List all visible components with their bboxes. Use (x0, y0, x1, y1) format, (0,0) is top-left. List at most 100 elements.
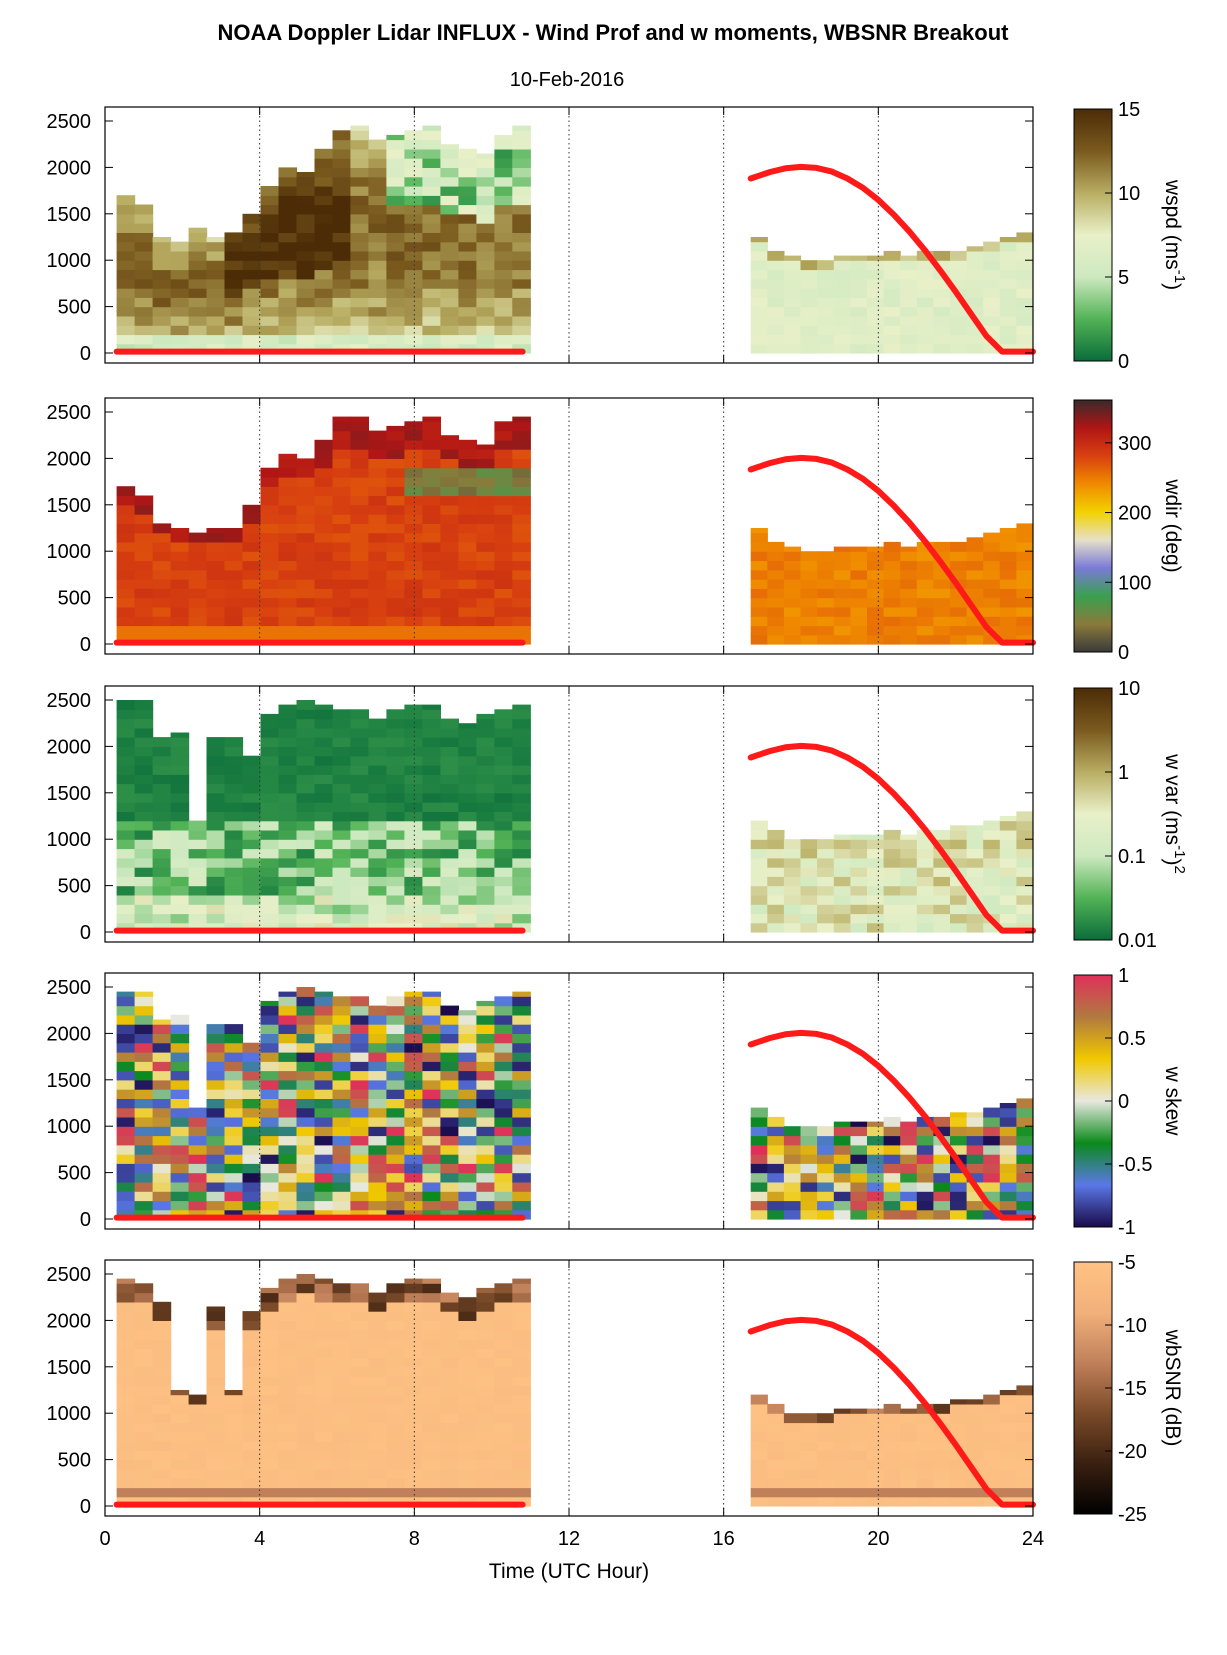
data-cell (999, 1390, 1017, 1396)
data-cell (900, 569, 918, 580)
data-cell (242, 848, 262, 859)
data-cell (999, 816, 1017, 822)
data-cell (314, 449, 334, 459)
data-cell (206, 269, 226, 280)
data-cell (134, 523, 154, 534)
data-cell (296, 1181, 316, 1192)
data-cell (494, 1154, 513, 1164)
data-cell (386, 774, 405, 785)
data-cell (296, 269, 316, 280)
data-cell (512, 495, 531, 506)
data-cell (476, 223, 495, 233)
data-cell (170, 306, 190, 317)
data-cell (296, 288, 316, 298)
data-cell (404, 1292, 423, 1303)
data-cell (867, 834, 885, 840)
data-cell (1016, 315, 1033, 326)
data-cell (368, 848, 387, 859)
data-cell (368, 439, 387, 450)
data-cell (900, 560, 918, 571)
data-cell (134, 551, 154, 562)
data-cell (134, 232, 154, 243)
data-cell (350, 1301, 369, 1312)
data-cell (422, 1033, 441, 1044)
data-cell (404, 1172, 423, 1183)
data-cell (783, 857, 802, 868)
data-cell (296, 532, 316, 543)
data-cell (476, 186, 495, 196)
data-cell (332, 551, 352, 562)
data-cell (314, 204, 334, 215)
data-cell (512, 1431, 531, 1442)
data-cell (422, 1278, 441, 1284)
data-cell (368, 1107, 387, 1118)
data-cell (332, 783, 352, 794)
data-cell (476, 486, 495, 497)
data-cell (916, 1144, 934, 1155)
data-cell (476, 1431, 495, 1442)
data-cell (916, 848, 934, 859)
data-cell (983, 839, 1001, 850)
data-cell (242, 1403, 262, 1414)
data-cell (332, 1329, 352, 1340)
data-cell (422, 1320, 441, 1331)
data-cell (404, 439, 423, 450)
data-cell (440, 1385, 459, 1396)
data-cell (750, 1200, 768, 1211)
data-cell (332, 867, 352, 877)
data-cell (260, 1052, 280, 1062)
red-curve (747, 1316, 1036, 1508)
data-cell (386, 820, 405, 831)
data-cell (134, 1441, 154, 1451)
data-cell (260, 1079, 280, 1090)
data-cell (783, 1209, 802, 1220)
data-cell (260, 1163, 280, 1174)
data-cell (916, 325, 934, 336)
data-cell (260, 1089, 280, 1099)
data-cell (800, 1126, 818, 1137)
data-cell (350, 467, 369, 478)
data-cell (350, 439, 369, 450)
data-cell (440, 606, 459, 617)
data-cell (278, 458, 298, 469)
data-cell (206, 1107, 226, 1118)
data-cell (332, 1394, 352, 1405)
data-cell (900, 579, 918, 589)
data-cell (494, 1116, 513, 1127)
data-cell (386, 625, 405, 636)
data-cell (350, 416, 369, 422)
data-cell (900, 1496, 918, 1507)
data-cell (350, 783, 369, 794)
data-cell (512, 606, 531, 617)
data-cell (116, 1385, 136, 1396)
data-cell (296, 325, 316, 336)
data-cell (458, 848, 477, 859)
data-cell (368, 783, 387, 794)
data-cell (750, 241, 768, 252)
data-cell (440, 811, 459, 822)
data-cell (116, 1413, 136, 1424)
data-cell (242, 1107, 262, 1118)
data-cell (296, 727, 316, 738)
data-cell (476, 523, 495, 534)
data-cell (458, 1441, 477, 1451)
data-cell (983, 606, 1001, 617)
data-cell (332, 569, 352, 580)
data-cell (260, 1385, 280, 1396)
data-cell (458, 260, 477, 271)
data-cell (966, 867, 984, 877)
data-cell (224, 1487, 244, 1498)
data-cell (494, 857, 513, 868)
y-tick-label: 1500 (47, 1357, 92, 1379)
data-cell (750, 315, 768, 326)
data-cell (296, 1394, 316, 1405)
data-cell (850, 848, 868, 859)
data-cell (386, 1348, 405, 1359)
data-cell (224, 541, 244, 552)
data-cell (350, 421, 369, 432)
data-cell (386, 315, 405, 326)
data-cell (783, 885, 802, 896)
data-cell (152, 1107, 172, 1118)
data-cell (900, 278, 918, 289)
